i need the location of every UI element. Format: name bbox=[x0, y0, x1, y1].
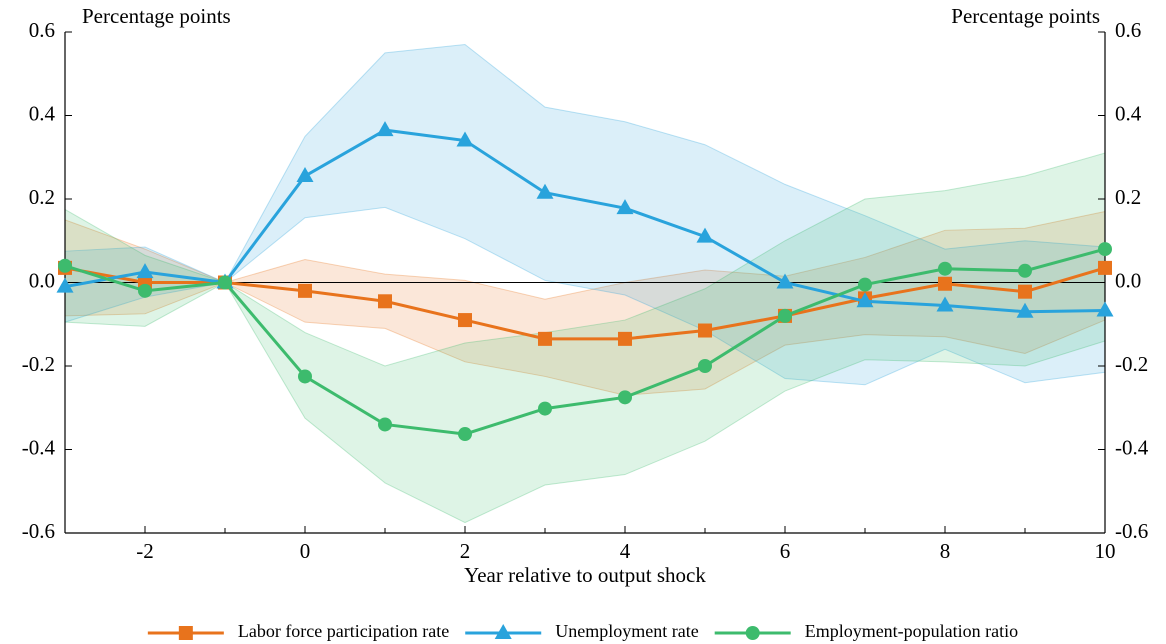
y-tick-label: 0.0 bbox=[29, 268, 55, 292]
y-tick-label: -0.6 bbox=[22, 519, 55, 543]
y2-tick-label: -0.6 bbox=[1115, 519, 1148, 543]
marker bbox=[138, 283, 152, 298]
y-tick-label: -0.4 bbox=[22, 435, 56, 459]
x-tick-label: 6 bbox=[780, 539, 791, 563]
legend-item: Labor force participation rate bbox=[147, 621, 449, 641]
marker bbox=[56, 277, 74, 293]
series-line bbox=[64, 128, 1106, 314]
marker bbox=[698, 323, 712, 338]
legend-label: Employment-population ratio bbox=[805, 621, 1018, 641]
marker bbox=[778, 308, 792, 323]
x-tick-label: 8 bbox=[940, 539, 951, 563]
marker bbox=[456, 131, 474, 147]
marker bbox=[696, 227, 714, 243]
marker bbox=[458, 313, 472, 328]
plot: -0.6 -0.4 -0.2 0.0 0.2 0.4 0.6 -0.6 -0.4 -0.2 0.0 0… bbox=[22, 18, 1149, 563]
legend-label: Labor force participation rate bbox=[238, 621, 449, 641]
y2-tick-label: 0.4 bbox=[1115, 101, 1142, 125]
marker bbox=[136, 263, 154, 279]
x-axis-label: Year relative to output shock bbox=[464, 563, 706, 587]
marker bbox=[776, 273, 794, 289]
y2-tick-label: 0.6 bbox=[1115, 18, 1141, 42]
y2-tick-label: -0.4 bbox=[1115, 435, 1149, 459]
marker bbox=[858, 277, 872, 292]
y2-tick-label: 0.2 bbox=[1115, 185, 1141, 209]
y2-tick-label: 0.0 bbox=[1115, 268, 1141, 292]
marker bbox=[938, 276, 952, 291]
marker bbox=[494, 624, 512, 639]
marker bbox=[938, 261, 952, 276]
marker bbox=[296, 167, 314, 183]
marker bbox=[618, 331, 632, 346]
marker bbox=[616, 199, 634, 215]
marker bbox=[378, 417, 392, 432]
y-axis-label: Percentage points bbox=[82, 4, 231, 28]
series-line bbox=[64, 266, 1106, 341]
y2-tick-label: -0.2 bbox=[1115, 352, 1148, 376]
legend: Labor force participation rate Unemployme… bbox=[147, 621, 1018, 641]
marker bbox=[936, 296, 954, 312]
marker bbox=[298, 369, 312, 384]
x-tick-label: -2 bbox=[136, 539, 154, 563]
marker bbox=[856, 292, 874, 308]
marker bbox=[538, 331, 552, 346]
marker bbox=[1016, 302, 1034, 318]
marker bbox=[376, 121, 394, 137]
marker bbox=[218, 275, 232, 290]
legend-item: Employment-population ratio bbox=[714, 621, 1018, 641]
legend-item: Unemployment rate bbox=[465, 621, 699, 641]
marker bbox=[698, 359, 712, 373]
y-tick-label: 0.6 bbox=[29, 18, 55, 42]
y-tick-label: 0.4 bbox=[29, 101, 56, 125]
marker bbox=[378, 294, 392, 309]
x-tick-label: 4 bbox=[620, 539, 631, 563]
series-line bbox=[64, 247, 1106, 436]
marker bbox=[536, 183, 554, 199]
marker bbox=[1018, 263, 1032, 278]
y2-axis-label: Percentage points bbox=[951, 4, 1100, 28]
marker bbox=[178, 626, 193, 640]
marker bbox=[745, 626, 760, 640]
marker bbox=[58, 258, 72, 273]
y-tick-label: -0.2 bbox=[22, 352, 55, 376]
x-tick-label: 10 bbox=[1095, 539, 1116, 563]
marker bbox=[298, 283, 312, 298]
x-tick-label: 0 bbox=[300, 539, 311, 563]
legend-label: Unemployment rate bbox=[555, 621, 698, 641]
marker bbox=[458, 427, 472, 442]
y-tick-label: 0.2 bbox=[29, 185, 55, 209]
marker bbox=[538, 401, 552, 416]
marker bbox=[1098, 260, 1112, 275]
marker bbox=[1096, 301, 1114, 317]
marker bbox=[1018, 284, 1032, 299]
marker bbox=[1098, 242, 1112, 257]
x-tick-label: 2 bbox=[460, 539, 471, 563]
marker bbox=[618, 390, 632, 405]
